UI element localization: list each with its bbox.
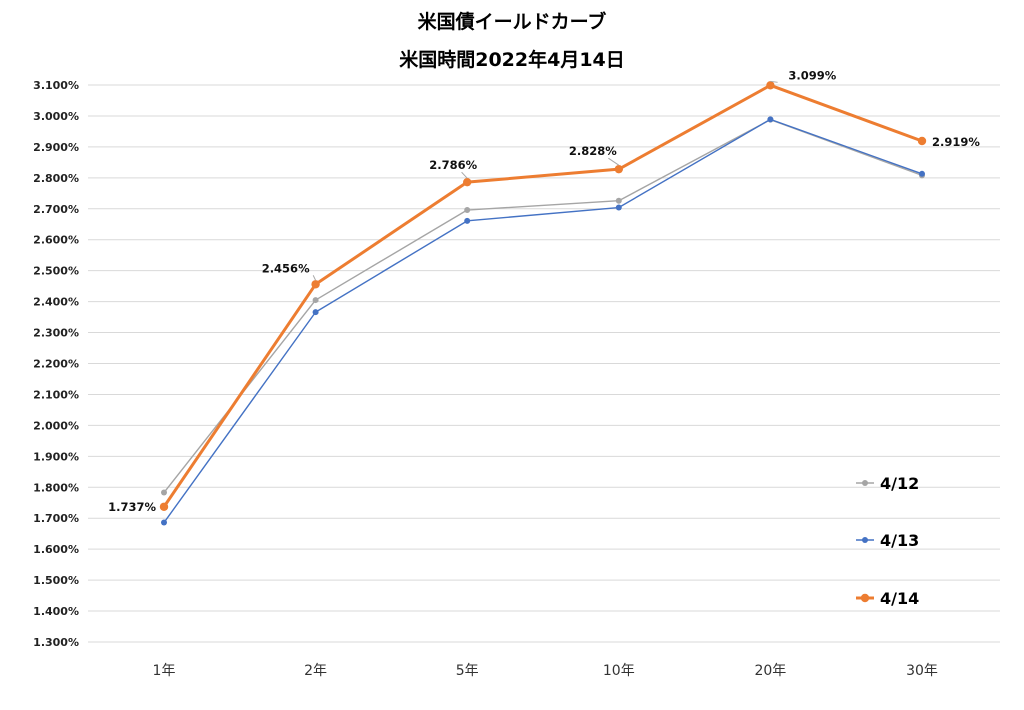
y-tick-label: 2.300%	[33, 327, 79, 340]
data-point	[919, 170, 925, 177]
data-point	[161, 489, 167, 496]
y-tick-label: 1.700%	[33, 512, 79, 525]
y-tick-label: 2.100%	[33, 388, 79, 401]
series-layer	[159, 81, 927, 526]
y-tick-label: 2.800%	[33, 172, 79, 185]
y-tick-label: 1.500%	[33, 574, 79, 587]
x-axis-ticks: 1年 2年 5年 10年 20年 30年	[153, 663, 938, 679]
data-label: 1.737%	[108, 500, 156, 514]
y-tick-label: 1.800%	[33, 481, 79, 494]
data-point	[464, 207, 471, 214]
data-point	[615, 204, 622, 211]
y-tick-label: 1.600%	[33, 543, 79, 556]
y-tick-label: 3.100%	[33, 79, 79, 92]
leader-line	[770, 80, 778, 83]
data-point	[161, 519, 167, 526]
x-tick-label: 5年	[456, 663, 479, 679]
data-point	[614, 164, 623, 174]
data-point	[311, 280, 320, 289]
y-tick-label: 2.900%	[33, 141, 79, 154]
y-tick-label: 2.700%	[33, 203, 79, 216]
x-tick-label: 10年	[603, 663, 635, 679]
data-point	[615, 197, 622, 204]
y-tick-label: 1.900%	[33, 450, 79, 463]
y-tick-label: 2.400%	[33, 296, 79, 309]
data-point	[917, 136, 927, 146]
leader-line	[608, 157, 620, 166]
data-label: 3.099%	[788, 68, 836, 82]
legend-label: 4/13	[880, 531, 919, 550]
y-tick-label: 2.200%	[33, 358, 79, 371]
data-labels: 1.737% 2.456% 2.786% 2.828% 3.099% 2.919%	[108, 68, 980, 513]
chart-title: 米国債イールドカーブ	[418, 10, 607, 33]
y-axis-ticks: 1.300% 1.400% 1.500% 1.600% 1.700% 1.800% 1.90…	[33, 79, 79, 649]
y-tick-label: 1.300%	[33, 636, 79, 649]
chart-subtitle: 米国時間2022年4月14日	[399, 48, 625, 71]
legend-item: 4/12	[856, 474, 919, 493]
data-label: 2.786%	[429, 158, 477, 172]
legend-item: 4/13	[856, 531, 919, 550]
y-tick-label: 2.600%	[33, 234, 79, 247]
x-tick-label: 2年	[304, 663, 327, 679]
data-label: 2.919%	[932, 135, 980, 149]
legend: 4/12 4/13 4/14	[856, 474, 919, 608]
data-point	[312, 309, 319, 316]
series-4-12	[161, 116, 925, 496]
x-tick-label: 20年	[754, 663, 786, 679]
legend-item: 4/14	[856, 589, 919, 608]
x-tick-label: 1年	[153, 663, 176, 679]
y-tick-label: 1.400%	[33, 605, 79, 618]
series-line	[163, 118, 923, 523]
data-label: 2.456%	[262, 261, 310, 275]
legend-swatch-marker	[862, 537, 868, 543]
data-point	[159, 502, 169, 511]
series-4-14	[159, 81, 927, 511]
leader-line	[312, 275, 317, 281]
data-label: 2.828%	[569, 144, 617, 158]
y-tick-label: 2.500%	[33, 265, 79, 278]
data-point	[312, 297, 319, 304]
legend-label: 4/14	[880, 589, 919, 608]
series-line	[162, 83, 923, 508]
grid	[88, 84, 1000, 643]
legend-label: 4/12	[880, 474, 919, 493]
legend-swatch-marker	[860, 593, 870, 603]
x-tick-label: 30年	[906, 663, 938, 679]
leader-line	[461, 171, 468, 179]
data-point	[464, 217, 471, 224]
y-tick-label: 3.000%	[33, 110, 79, 123]
series-4-13	[161, 116, 925, 526]
y-tick-label: 2.000%	[33, 419, 79, 432]
data-point	[767, 116, 774, 123]
data-point	[463, 177, 472, 187]
data-point	[766, 81, 775, 90]
legend-swatch-marker	[862, 480, 868, 486]
